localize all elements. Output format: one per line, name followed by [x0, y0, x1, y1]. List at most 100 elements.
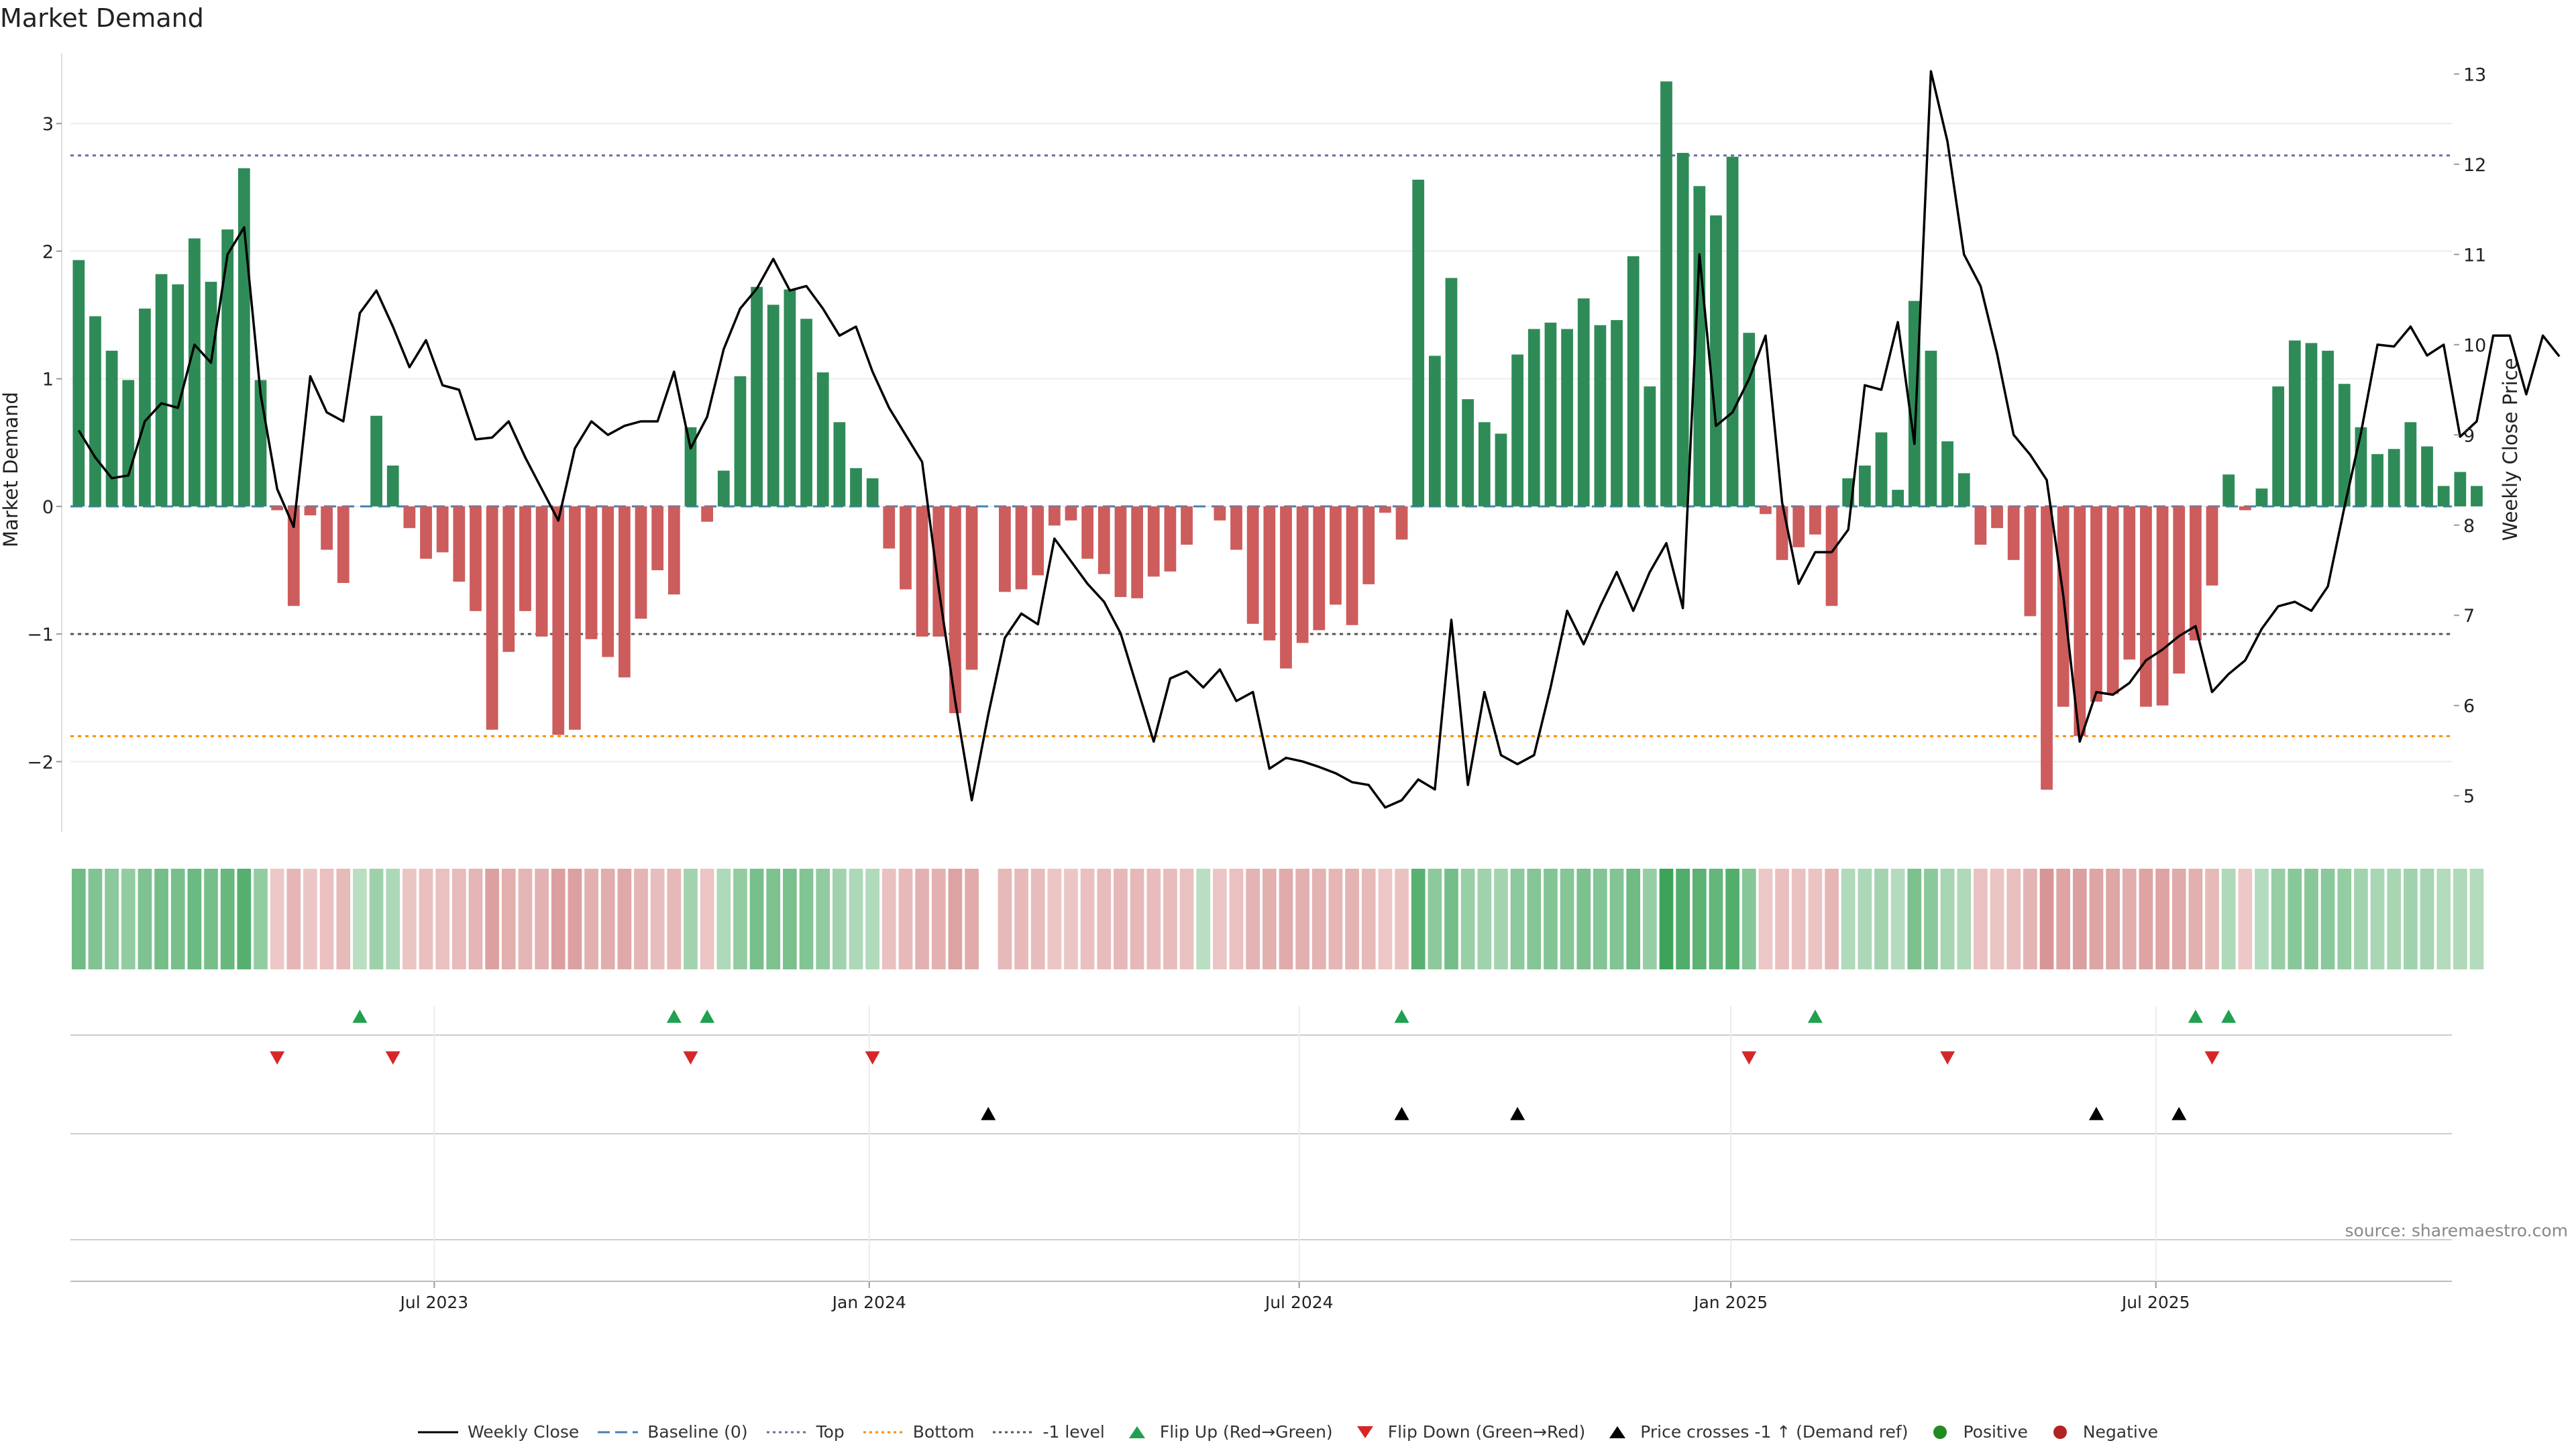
heat-cell — [733, 869, 747, 969]
demand-bar — [321, 506, 333, 550]
heat-cell — [204, 869, 218, 969]
demand-bar — [1544, 322, 1557, 506]
x-tick-label: Jan 2025 — [1693, 1293, 1768, 1312]
demand-bar — [1164, 506, 1177, 572]
heat-cell — [518, 869, 533, 969]
heat-cell — [898, 869, 913, 969]
demand-bar — [1445, 278, 1458, 506]
heat-cell — [2205, 869, 2219, 969]
legend-label: Flip Down (Green→Red) — [1387, 1422, 1586, 1442]
flip-up-marker — [1807, 1010, 1823, 1023]
demand-bar — [883, 506, 896, 549]
y-right-tick-label: 7 — [2463, 606, 2475, 627]
heat-cell — [716, 869, 731, 969]
price-cross-marker — [981, 1107, 996, 1120]
demand-bar — [1743, 333, 1756, 506]
heat-cell — [700, 869, 714, 969]
demand-bar — [1114, 506, 1127, 597]
triangle-down-icon — [1356, 1426, 1373, 1438]
heat-cell — [1494, 869, 1508, 969]
triangle-up-icon — [1128, 1426, 1145, 1438]
heat-cell — [915, 869, 929, 969]
flip-down-marker — [683, 1051, 698, 1065]
heat-cell — [1064, 869, 1078, 969]
demand-bar — [2222, 474, 2235, 506]
chart-title: Market Demand — [0, 3, 204, 33]
heat-cell — [386, 869, 400, 969]
demand-bar — [172, 284, 184, 506]
heat-cell — [2304, 869, 2318, 969]
heat-cell — [2039, 869, 2054, 969]
demand-bar — [1032, 506, 1044, 576]
heat-cell — [2288, 869, 2302, 969]
demand-bar — [535, 506, 548, 637]
heat-cell — [2139, 869, 2153, 969]
y-right-tick-label: 12 — [2463, 155, 2486, 176]
heat-cell — [2436, 869, 2451, 969]
legend-label: Price crosses -1 ↑ (Demand ref) — [1640, 1422, 1909, 1442]
heat-cell — [1659, 869, 1674, 969]
demand-bar — [1097, 506, 1110, 574]
demand-bar — [2106, 506, 2119, 694]
demand-bar — [1214, 506, 1226, 521]
heat-cell — [849, 869, 863, 969]
heat-cell — [2354, 869, 2368, 969]
demand-bar — [2454, 472, 2467, 506]
demand-bar — [72, 260, 85, 506]
demand-bar — [833, 422, 846, 506]
y-right-tick-label: 6 — [2463, 696, 2475, 717]
demand-bar — [949, 506, 961, 714]
heat-cell — [353, 869, 367, 969]
demand-bar — [237, 168, 250, 506]
demand-bar — [2421, 446, 2433, 506]
legend-label: Positive — [1963, 1422, 2028, 1442]
heat-cell — [468, 869, 483, 969]
demand-bar — [370, 415, 382, 506]
heat-cell — [568, 869, 582, 969]
demand-bar — [2387, 449, 2400, 506]
y-right-tick-label: 13 — [2463, 64, 2486, 85]
demand-bar — [287, 506, 300, 606]
demand-bar — [1478, 422, 1491, 506]
y-right-tick-label: 10 — [2463, 335, 2486, 356]
legend-price-crosses: Price crosses -1 ↑ (Demand ref) — [1604, 1422, 1908, 1442]
demand-bar — [684, 427, 697, 506]
demand-bar — [751, 286, 763, 506]
heat-cell — [1576, 869, 1591, 969]
legend: Weekly Close Baseline (0) Top Bottom -1 … — [0, 1422, 2576, 1442]
heat-cell — [1709, 869, 1723, 969]
heat-cell — [2320, 869, 2335, 969]
heat-cell — [254, 869, 268, 969]
heat-cell — [319, 869, 334, 969]
heat-cell — [237, 869, 252, 969]
heat-cell — [1014, 869, 1028, 969]
demand-bar — [1428, 356, 1441, 506]
weekly-close-line — [77, 70, 2561, 809]
heat-cell — [1676, 869, 1690, 969]
demand-bar — [2322, 350, 2334, 506]
heat-cell — [551, 869, 566, 969]
source-note: source: sharemaestro.com — [2345, 1221, 2569, 1240]
demand-bar — [900, 506, 912, 590]
heat-cell — [1825, 869, 1839, 969]
legend-label: Negative — [2082, 1422, 2159, 1442]
legend-label: Top — [816, 1422, 845, 1442]
demand-bar — [1280, 506, 1292, 669]
heat-cell — [2056, 869, 2071, 969]
heat-cell — [1428, 869, 1442, 969]
demand-bar — [502, 506, 515, 652]
demand-bar — [1362, 506, 1375, 584]
demand-bar — [2272, 386, 2285, 506]
demand-bar — [221, 229, 234, 506]
heat-cell — [584, 869, 598, 969]
heat-cell — [1609, 869, 1624, 969]
demand-bar — [1527, 329, 1540, 506]
heat-cell — [1791, 869, 1806, 969]
close-price-series — [77, 70, 2561, 809]
demand-bar — [2156, 506, 2169, 706]
heat-cell — [286, 869, 301, 969]
demand-bar — [453, 506, 466, 582]
demand-bar — [569, 506, 581, 730]
